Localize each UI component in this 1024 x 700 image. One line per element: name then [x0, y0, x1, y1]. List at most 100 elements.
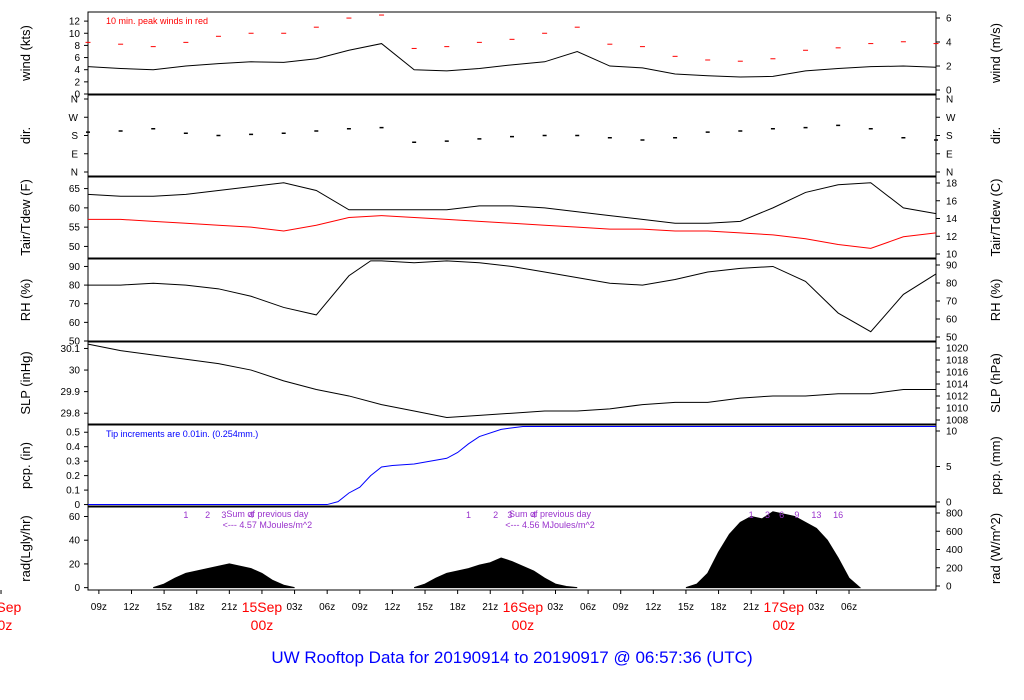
dir-right-tick-label: W — [946, 113, 956, 124]
series-line — [87, 43, 937, 78]
y-right-tick-label: 0 — [946, 86, 952, 97]
panel-frame — [87, 94, 937, 177]
y-right-tick-label: 2 — [946, 62, 952, 73]
rad-hour-label: 4 — [531, 510, 536, 520]
y-tick-label: 0.5 — [66, 428, 80, 439]
x-tick-label: 21z — [743, 602, 759, 613]
series-line — [88, 260, 937, 333]
y-tick-label: 2 — [74, 77, 80, 88]
tair-line — [87, 182, 937, 224]
y-right-tick-label: 1010 — [946, 404, 969, 415]
chart-footer-title: UW Rooftop Data for 20190914 to 20190917… — [271, 648, 753, 667]
y-tick-label: 29.9 — [61, 387, 81, 398]
y-axis-label-right: SLP (hPa) — [988, 353, 1003, 413]
y-right-tick-label: 600 — [946, 527, 963, 538]
x-tick-label: 12z — [123, 602, 139, 613]
y-right-tick-label: 1012 — [946, 392, 969, 403]
rad-hour-label: 16 — [833, 510, 843, 520]
panel-4: 29.8 29.9 30 30.1 10081010101210141016101810… — [18, 341, 1003, 427]
x-day-label: 17Sep — [764, 599, 805, 615]
y-right-tick-label: 200 — [946, 563, 963, 574]
y-right-tick-label: 1014 — [946, 380, 969, 391]
rad-hour-label: 1 — [749, 510, 754, 520]
y-tick-label: 60 — [69, 512, 81, 523]
y-axis-label-right: Tair/Tdew (C) — [988, 178, 1003, 256]
y-right-tick-label: 10 — [946, 250, 958, 261]
dir-tick-label: E — [71, 149, 78, 160]
panel-annotation: Tip increments are 0.01in. (0.254mm.) — [106, 429, 258, 439]
dir-right-tick-label: E — [946, 149, 953, 160]
y-tick-label: 30 — [69, 366, 81, 377]
y-right-tick-label: 10 — [946, 427, 958, 438]
y-tick-label: 50 — [69, 242, 81, 253]
y-tick-label: 0 — [74, 583, 80, 594]
y-right-tick-label: 80 — [946, 279, 958, 290]
y-tick-label: 4 — [74, 65, 80, 76]
y-axis-label: wind (kts) — [18, 25, 33, 82]
y-right-tick-label: 1008 — [946, 416, 969, 427]
y-tick-label: 60 — [69, 203, 81, 214]
x-tick-label: 21z — [482, 602, 498, 613]
series-line — [87, 343, 936, 419]
y-right-tick-label: 90 — [946, 261, 958, 272]
panel-frame — [87, 506, 937, 591]
y-axis-label: pcp. (in) — [18, 442, 33, 489]
x-day-label: 14Sep — [0, 599, 21, 615]
x-tick-label: 06z — [580, 602, 596, 613]
rad-note-value: <--- 4.57 MJoules/m^2 — [223, 520, 313, 530]
y-axis-label: dir. — [18, 127, 33, 144]
x-tick-label: 09z — [352, 602, 368, 613]
x-tick-label: 03z — [547, 602, 563, 613]
rad-hour-label: 3 — [221, 510, 226, 520]
y-tick-label: 0.2 — [66, 471, 80, 482]
y-tick-label: 0 — [74, 90, 80, 101]
y-right-tick-label: 5 — [946, 462, 952, 473]
rad-note-day: Sum of previous day — [226, 509, 309, 519]
dir-right-tick-label: S — [946, 131, 953, 142]
rad-hour-label: 3 — [765, 510, 770, 520]
rad-hour-label: 13 — [811, 510, 821, 520]
y-axis-label-right: wind (m/s) — [988, 23, 1003, 84]
x-tick-label: 03z — [287, 602, 303, 613]
precip-line — [88, 425, 936, 506]
y-tick-label: 65 — [69, 184, 81, 195]
x-tick-label: 09z — [613, 602, 629, 613]
y-axis-label-right: pcp. (mm) — [988, 436, 1003, 495]
y-right-tick-label: 0 — [946, 498, 952, 509]
y-tick-label: 20 — [69, 559, 81, 570]
y-axis-label: rad(Lgly/hr) — [18, 515, 33, 581]
y-axis-label-right: dir. — [988, 127, 1003, 144]
x-tick-label: 21z — [221, 602, 237, 613]
y-tick-label: 55 — [69, 223, 81, 234]
dir-tick-label: W — [69, 113, 79, 124]
dir-right-tick-label: N — [946, 95, 953, 106]
dir-tick-label: S — [71, 131, 78, 142]
x-tick-label: 15z — [678, 602, 694, 613]
y-right-tick-label: 60 — [946, 315, 958, 326]
panel-2: 50 55 60 65 10 12 14 16 18 Tair/Tdew (F) Tair/Tdew… — [18, 176, 1003, 261]
y-right-tick-label: 50 — [946, 333, 958, 344]
panel-frame — [87, 424, 937, 507]
rad-hour-label: 6 — [779, 510, 784, 520]
x-tick-label: 18z — [450, 602, 466, 613]
radiation-area — [153, 563, 295, 589]
radiation-area — [413, 557, 578, 589]
y-tick-label: 70 — [69, 299, 81, 310]
panel-frame — [87, 176, 937, 259]
y-right-tick-label: 0 — [946, 582, 952, 593]
y-right-tick-label: 1016 — [946, 368, 969, 379]
x-tick-label: 12z — [384, 602, 400, 613]
x-day-sub-label: 00z — [251, 617, 274, 633]
y-axis-label-right: RH (%) — [988, 279, 1003, 322]
y-tick-label: 80 — [69, 281, 81, 292]
y-right-tick-label: 6 — [946, 14, 952, 25]
rad-hour-label: 1 — [183, 510, 188, 520]
x-tick-label: 06z — [841, 602, 857, 613]
y-tick-label: 10 — [69, 29, 81, 40]
x-tick-label: 06z — [319, 602, 335, 613]
dir-tick-label: N — [71, 95, 78, 106]
panel-frame — [87, 341, 937, 425]
